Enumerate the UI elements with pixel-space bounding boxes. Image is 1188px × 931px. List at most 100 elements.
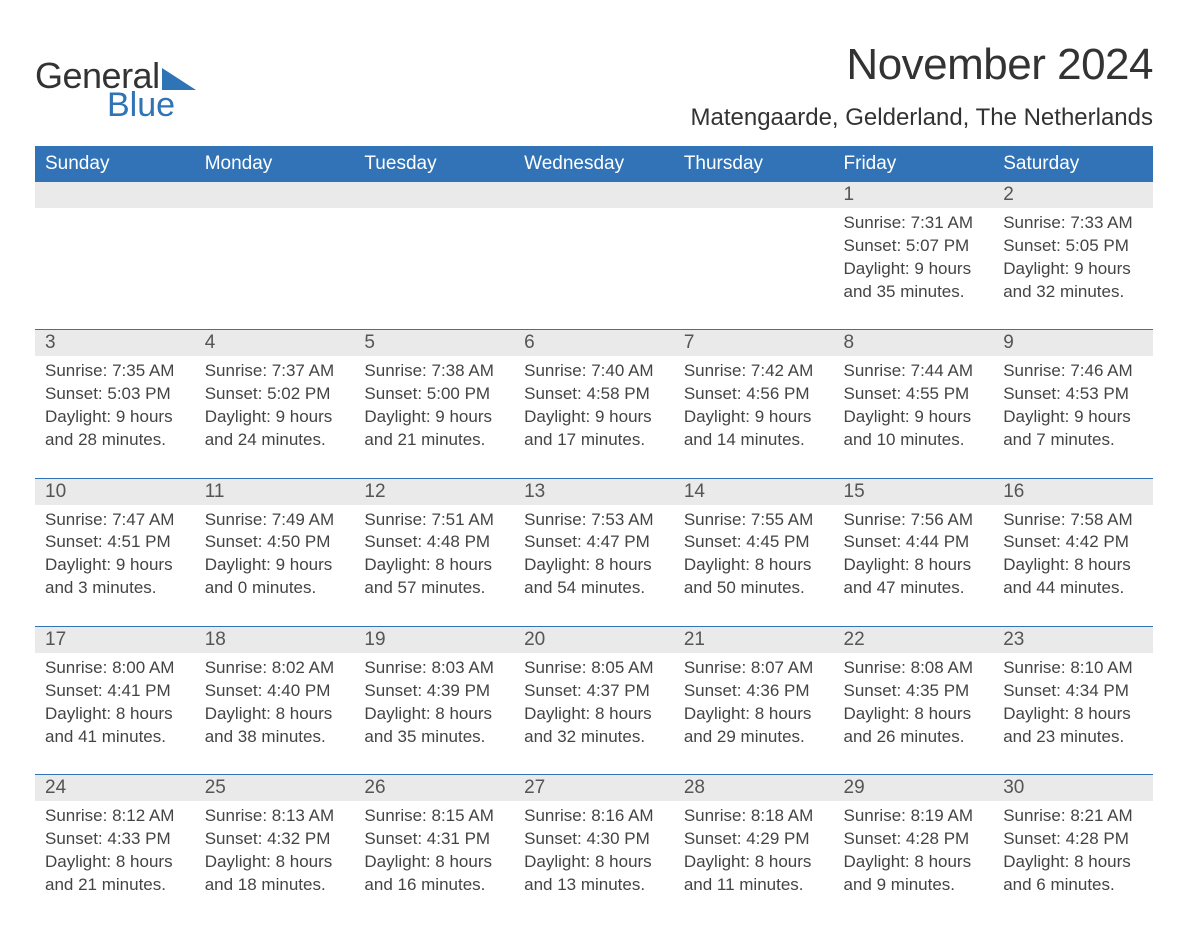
day-cell: Sunrise: 7:33 AMSunset: 5:05 PMDaylight:… [993,208,1153,308]
day-number: 7 [674,330,834,357]
daylight-line-1: Daylight: 9 hours [844,406,988,429]
daylight-line-2: and 35 minutes. [364,726,508,749]
day-number: 9 [993,330,1153,357]
daylight-line-1: Daylight: 8 hours [684,851,828,874]
week-separator [35,456,1153,478]
daylight-line-2: and 50 minutes. [684,577,828,600]
daylight-line-2: and 18 minutes. [205,874,349,897]
daylight-line-2: and 32 minutes. [1003,281,1147,304]
sunset-line: Sunset: 4:53 PM [1003,383,1147,406]
sunrise-line: Sunrise: 7:56 AM [844,509,988,532]
sunset-line: Sunset: 5:07 PM [844,235,988,258]
daylight-line-2: and 17 minutes. [524,429,668,452]
day-cell: Sunrise: 8:02 AMSunset: 4:40 PMDaylight:… [195,653,355,753]
sunset-line: Sunset: 4:28 PM [844,828,988,851]
day-number: 10 [35,478,195,505]
day-cell-empty [35,208,195,308]
sunset-line: Sunset: 4:30 PM [524,828,668,851]
sunrise-line: Sunrise: 8:13 AM [205,805,349,828]
daynum-row: 12 [35,182,1153,208]
sunset-line: Sunset: 4:50 PM [205,531,349,554]
daylight-line-1: Daylight: 8 hours [205,851,349,874]
day-cell: Sunrise: 7:35 AMSunset: 5:03 PMDaylight:… [35,356,195,456]
sunrise-line: Sunrise: 7:38 AM [364,360,508,383]
daylight-line-2: and 6 minutes. [1003,874,1147,897]
day-number: 29 [834,775,994,802]
day-number: 6 [514,330,674,357]
sunrise-line: Sunrise: 8:19 AM [844,805,988,828]
daylight-line-2: and 16 minutes. [364,874,508,897]
day-data-row: Sunrise: 7:31 AMSunset: 5:07 PMDaylight:… [35,208,1153,308]
day-cell: Sunrise: 8:07 AMSunset: 4:36 PMDaylight:… [674,653,834,753]
daylight-line-2: and 14 minutes. [684,429,828,452]
week-separator [35,604,1153,626]
sunrise-line: Sunrise: 7:51 AM [364,509,508,532]
day-cell: Sunrise: 7:56 AMSunset: 4:44 PMDaylight:… [834,505,994,605]
sunset-line: Sunset: 4:40 PM [205,680,349,703]
sunrise-line: Sunrise: 8:21 AM [1003,805,1147,828]
daylight-line-1: Daylight: 9 hours [524,406,668,429]
day-cell: Sunrise: 8:15 AMSunset: 4:31 PMDaylight:… [354,801,514,901]
daylight-line-2: and 21 minutes. [45,874,189,897]
daynum-row: 10111213141516 [35,478,1153,505]
logo-text-blue: Blue [107,88,196,122]
sunrise-line: Sunrise: 8:10 AM [1003,657,1147,680]
day-number: 16 [993,478,1153,505]
day-number: 2 [993,182,1153,208]
sunset-line: Sunset: 4:48 PM [364,531,508,554]
day-number-empty [195,182,355,208]
sunset-line: Sunset: 4:28 PM [1003,828,1147,851]
daylight-line-1: Daylight: 9 hours [1003,406,1147,429]
sunrise-line: Sunrise: 7:42 AM [684,360,828,383]
daylight-line-1: Daylight: 8 hours [364,554,508,577]
day-header: Saturday [993,146,1153,182]
day-cell: Sunrise: 7:58 AMSunset: 4:42 PMDaylight:… [993,505,1153,605]
day-number: 20 [514,626,674,653]
daynum-row: 24252627282930 [35,775,1153,802]
sunset-line: Sunset: 4:32 PM [205,828,349,851]
daylight-line-2: and 47 minutes. [844,577,988,600]
daylight-line-1: Daylight: 8 hours [205,703,349,726]
sunrise-line: Sunrise: 7:46 AM [1003,360,1147,383]
sunset-line: Sunset: 4:56 PM [684,383,828,406]
day-cell: Sunrise: 8:00 AMSunset: 4:41 PMDaylight:… [35,653,195,753]
sunrise-line: Sunrise: 7:44 AM [844,360,988,383]
day-cell: Sunrise: 7:53 AMSunset: 4:47 PMDaylight:… [514,505,674,605]
sunrise-line: Sunrise: 8:15 AM [364,805,508,828]
day-cell: Sunrise: 8:18 AMSunset: 4:29 PMDaylight:… [674,801,834,901]
day-cell-empty [195,208,355,308]
day-cell: Sunrise: 7:37 AMSunset: 5:02 PMDaylight:… [195,356,355,456]
daylight-line-1: Daylight: 9 hours [205,406,349,429]
week-separator [35,308,1153,330]
daylight-line-2: and 0 minutes. [205,577,349,600]
sunset-line: Sunset: 4:33 PM [45,828,189,851]
sunset-line: Sunset: 5:05 PM [1003,235,1147,258]
daylight-line-2: and 3 minutes. [45,577,189,600]
day-number: 17 [35,626,195,653]
day-number: 26 [354,775,514,802]
daylight-line-1: Daylight: 8 hours [524,703,668,726]
title-block: November 2024 Matengaarde, Gelderland, T… [690,40,1153,132]
day-cell: Sunrise: 7:55 AMSunset: 4:45 PMDaylight:… [674,505,834,605]
day-data-row: Sunrise: 8:12 AMSunset: 4:33 PMDaylight:… [35,801,1153,901]
daylight-line-2: and 9 minutes. [844,874,988,897]
daylight-line-1: Daylight: 8 hours [844,703,988,726]
daylight-line-1: Daylight: 9 hours [684,406,828,429]
day-number: 1 [834,182,994,208]
sunset-line: Sunset: 5:00 PM [364,383,508,406]
daylight-line-2: and 54 minutes. [524,577,668,600]
header: General Blue November 2024 Matengaarde, … [35,40,1153,132]
daylight-line-2: and 10 minutes. [844,429,988,452]
daylight-line-1: Daylight: 9 hours [45,406,189,429]
day-header: Monday [195,146,355,182]
daylight-line-1: Daylight: 8 hours [844,554,988,577]
daylight-line-2: and 29 minutes. [684,726,828,749]
day-cell: Sunrise: 8:08 AMSunset: 4:35 PMDaylight:… [834,653,994,753]
daylight-line-1: Daylight: 9 hours [205,554,349,577]
day-number: 27 [514,775,674,802]
day-cell: Sunrise: 7:42 AMSunset: 4:56 PMDaylight:… [674,356,834,456]
sunset-line: Sunset: 5:02 PM [205,383,349,406]
sunrise-line: Sunrise: 7:49 AM [205,509,349,532]
daylight-line-1: Daylight: 8 hours [1003,851,1147,874]
sunrise-line: Sunrise: 7:58 AM [1003,509,1147,532]
